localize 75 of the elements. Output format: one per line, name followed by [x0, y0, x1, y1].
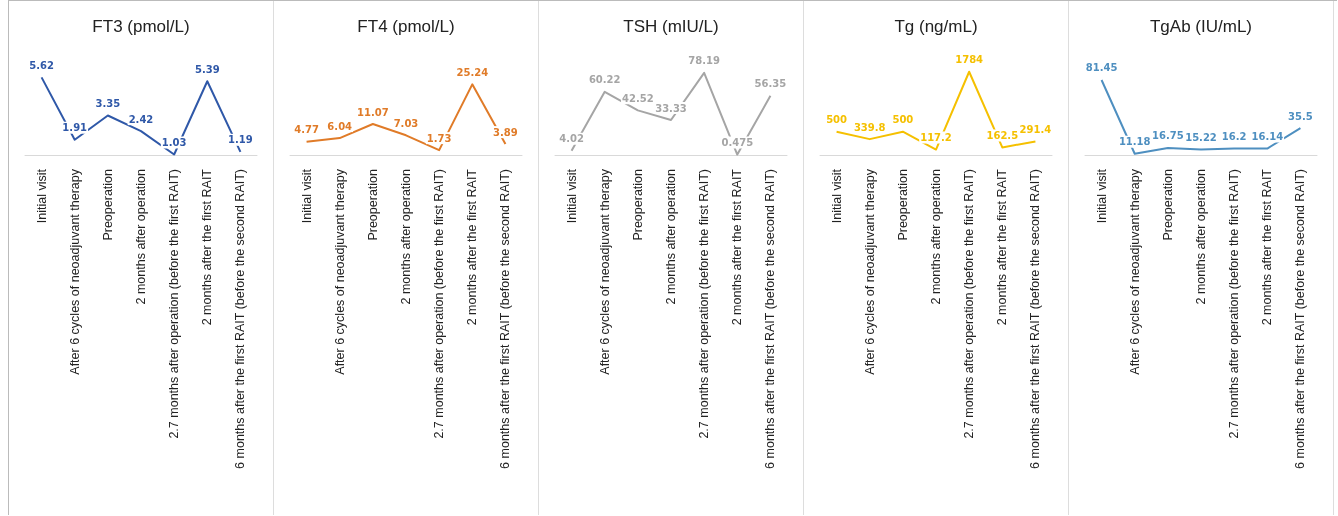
- x-tick-label: Preoperation: [630, 168, 645, 241]
- chart-title: FT3 (pmol/L): [92, 17, 190, 36]
- data-label: 11.18: [1118, 136, 1151, 148]
- data-label: 78.19: [688, 55, 720, 67]
- data-label: 33.33: [655, 102, 687, 114]
- data-label: 1.91: [62, 122, 88, 134]
- x-tick-label: 6 months after the first RAIT (before the second RAIT): [498, 169, 513, 469]
- data-label: 1784: [955, 54, 984, 66]
- x-tick-label: Initial visit: [299, 168, 314, 224]
- x-tick-label: 2 months after operation: [929, 168, 943, 305]
- data-label: 4.02: [559, 133, 584, 145]
- x-tick-label: After 6 cycles of neoadjuvant therapy: [1127, 168, 1142, 375]
- x-tick-label: After 6 cycles of neoadjuvant therapy: [67, 168, 82, 375]
- chart-title: FT4 (pmol/L): [357, 17, 455, 36]
- data-label: 2.42: [128, 113, 154, 125]
- x-tick-label: After 6 cycles of neoadjuvant therapy: [332, 168, 347, 375]
- data-label: 15.22: [1185, 132, 1217, 144]
- x-tick-label: Initial visit: [34, 168, 49, 224]
- x-tick-label: 6 months after the first RAIT (before the second RAIT): [763, 169, 778, 469]
- data-label: 60.22: [588, 74, 621, 86]
- x-tick-label: Preoperation: [100, 168, 115, 241]
- chart-title: Tg (ng/mL): [894, 17, 978, 36]
- x-tick-label: Preoperation: [1160, 168, 1175, 241]
- x-tick-label: Initial visit: [564, 168, 579, 224]
- data-label: 5.62: [29, 59, 54, 71]
- data-label: 35.5: [1288, 110, 1313, 122]
- data-label: 500: [892, 114, 914, 126]
- data-label: 16.2: [1221, 130, 1247, 142]
- data-label: 3.35: [95, 98, 121, 110]
- x-tick-label: Initial visit: [829, 168, 844, 224]
- x-tick-label: 2 months after operation: [399, 168, 413, 305]
- data-label: 339.8: [853, 121, 886, 133]
- data-label: 16.14: [1251, 131, 1284, 143]
- data-label: 25.24: [456, 66, 489, 78]
- data-label: 1.03: [161, 137, 187, 148]
- x-tick-label: 2 months after the first RAIT: [465, 168, 480, 326]
- x-tick-label: 2 months after operation: [1194, 168, 1208, 305]
- data-label: 3.89: [493, 126, 518, 138]
- data-label: 162.5: [986, 129, 1019, 141]
- x-tick-label: 6 months after the first RAIT (before the second RAIT): [1293, 169, 1308, 469]
- x-tick-label: Initial visit: [1094, 168, 1109, 224]
- chart-title: TgAb (IU/mL): [1149, 17, 1253, 36]
- data-label: 81.45: [1085, 62, 1118, 74]
- data-label: 7.03: [393, 117, 419, 129]
- x-tick-label: After 6 cycles of neoadjuvant therapy: [862, 168, 877, 375]
- x-tick-label: 2 months after the first RAIT: [995, 168, 1010, 326]
- data-label: 11.07: [357, 106, 389, 118]
- x-tick-label: 2.7 months after operation (before the first RAIT): [167, 169, 182, 439]
- x-tick-label: 2 months after the first RAIT: [730, 168, 745, 326]
- x-tick-label: Preoperation: [365, 168, 380, 241]
- x-tick-label: 2 months after the first RAIT: [1260, 168, 1275, 326]
- data-label: 0.475: [721, 137, 754, 148]
- x-tick-label: 6 months after the first RAIT (before the second RAIT): [1028, 169, 1043, 469]
- x-tick-label: 2 months after the first RAIT: [200, 168, 215, 326]
- x-tick-label: 2 months after operation: [664, 168, 678, 305]
- data-label: 4.77: [294, 124, 319, 136]
- x-tick-label: 6 months after the first RAIT (before the second RAIT): [233, 169, 248, 469]
- data-label: 6.04: [327, 120, 353, 132]
- x-tick-label: After 6 cycles of neoadjuvant therapy: [597, 168, 612, 375]
- x-tick-label: 2.7 months after operation (before the first RAIT): [962, 169, 977, 439]
- data-label: 291.4: [1019, 123, 1052, 135]
- data-label: 56.35: [754, 78, 787, 90]
- x-tick-label: 2 months after operation: [134, 168, 148, 305]
- x-tick-label: 2.7 months after operation (before the first RAIT): [697, 169, 712, 439]
- data-label: 42.52: [622, 92, 654, 104]
- data-label: 500: [826, 114, 848, 126]
- data-label: 1.19: [228, 134, 253, 146]
- data-label: 16.75: [1152, 130, 1184, 142]
- x-tick-label: 2.7 months after operation (before the first RAIT): [1227, 169, 1242, 439]
- chart-title: TSH (mIU/L): [623, 17, 719, 36]
- data-label: 5.39: [194, 63, 220, 75]
- x-tick-label: 2.7 months after operation (before the first RAIT): [432, 169, 447, 439]
- data-label: 1.73: [426, 132, 452, 144]
- data-label: 117.2: [920, 132, 952, 144]
- x-tick-label: Preoperation: [895, 168, 910, 241]
